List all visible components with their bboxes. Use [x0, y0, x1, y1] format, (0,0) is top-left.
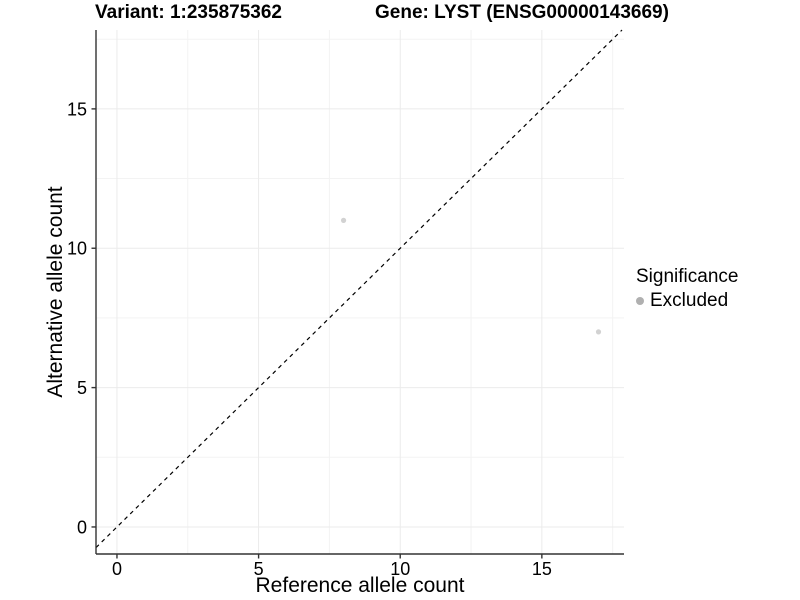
y-tick-label: 0 — [77, 517, 87, 537]
y-tick-label: 10 — [67, 239, 87, 259]
legend-marker-dot — [636, 297, 644, 305]
data-point — [595, 329, 602, 335]
plot-title-variant: Variant: 1:235875362 — [95, 2, 282, 23]
data-point — [340, 217, 347, 223]
x-tick-label: 0 — [112, 559, 122, 579]
plot-title-gene: Gene: LYST (ENSG00000143669) — [375, 2, 669, 23]
x-tick-label: 5 — [254, 559, 264, 579]
x-tick-label: 10 — [390, 559, 410, 579]
y-tick-label: 5 — [77, 378, 87, 398]
legend-item-label: Excluded — [650, 290, 729, 311]
legend: Significance Excluded — [636, 266, 738, 312]
legend-title: Significance — [636, 266, 739, 287]
x-tick-label: 15 — [532, 559, 552, 579]
identity-reference-line — [95, 29, 623, 549]
x-axis-title: Reference allele count — [255, 574, 465, 597]
y-axis-title: Alternative allele count — [44, 186, 67, 398]
legend-item-excluded: Excluded — [636, 290, 738, 312]
y-tick-label: 15 — [67, 99, 87, 119]
